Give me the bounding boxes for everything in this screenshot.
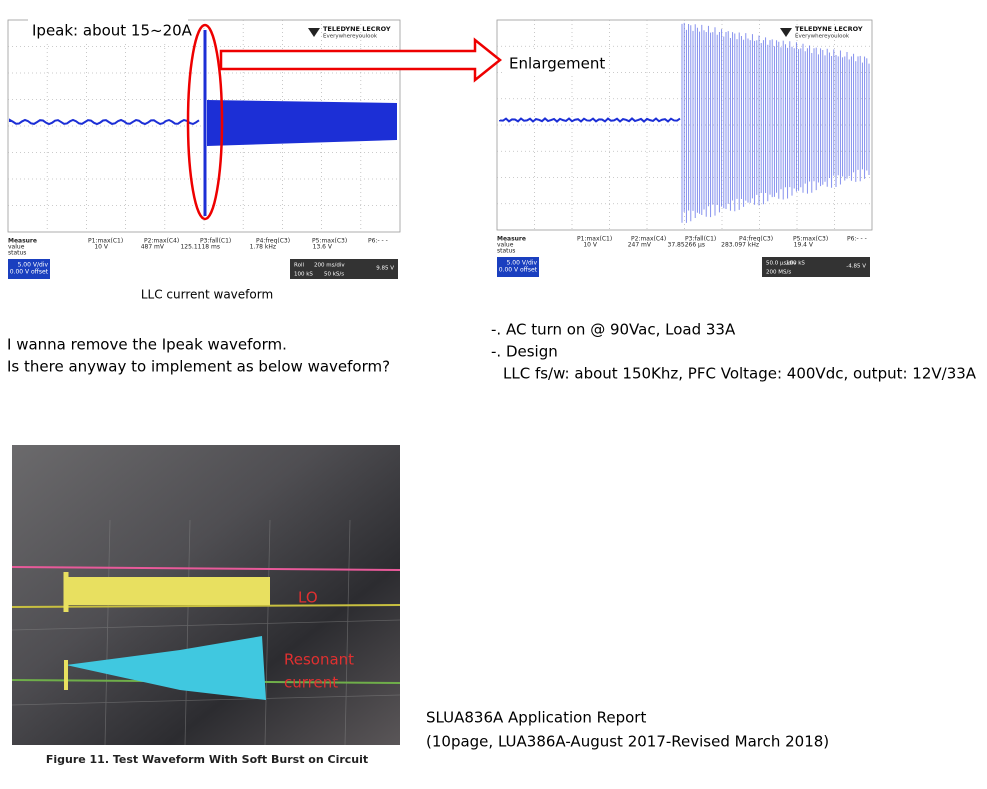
param: P6:- - -	[847, 236, 867, 243]
trace	[11, 604, 401, 608]
channel: 5.00 V/div	[507, 260, 538, 267]
trigger: -4.85 V	[846, 264, 866, 270]
question: I wanna remove the Ipeak waveform.	[7, 336, 287, 354]
value: 125.1118 ms	[180, 244, 220, 251]
waveform	[499, 117, 681, 123]
resonant-trace	[66, 636, 266, 700]
param: P4:freq(C3)	[256, 238, 290, 245]
value: 283.097 kHz	[721, 242, 759, 249]
param: P2:max(C4)	[144, 238, 179, 245]
caption: LLC current waveform	[141, 288, 273, 302]
annotation-bg	[505, 52, 605, 74]
channel-box	[8, 259, 50, 279]
annotation: Ipeak: about 15~20A	[32, 22, 193, 40]
value: 10 V	[94, 244, 109, 251]
value: 487 mV	[141, 244, 165, 251]
trace	[11, 566, 401, 571]
timebase: 50 kS/s	[324, 272, 344, 278]
measure-label: Measure	[497, 236, 526, 243]
tagline: Everywhereyoulook	[323, 34, 378, 40]
row-label: status	[497, 248, 515, 255]
trigger: 9.85 V	[376, 266, 394, 272]
param: P6:- - -	[368, 238, 388, 245]
channel: 0.00 V offset	[10, 269, 49, 276]
param: P2:max(C4)	[631, 236, 666, 243]
photo-label: LO	[298, 589, 318, 607]
channel: 0.00 V offset	[499, 267, 538, 274]
value: 37.85266 µs	[668, 242, 705, 249]
timebase: 50.0 µs/div	[766, 261, 797, 267]
timebase: 100 kS	[294, 272, 313, 278]
measure-label: Measure	[8, 238, 37, 245]
timebase: Roll	[294, 263, 304, 269]
param: P5:max(C3)	[793, 236, 828, 243]
value: 1.78 kHz	[250, 244, 276, 251]
param: P3:fall(C1)	[685, 236, 716, 243]
row-label: status	[8, 250, 26, 257]
value: 19.4 V	[794, 242, 814, 249]
photo: LO Resonant current	[11, 445, 401, 746]
param: P4:freq(C3)	[739, 236, 773, 243]
channel: 5.00 V/div	[18, 262, 49, 269]
row-label: value	[8, 244, 25, 251]
arrow	[219, 37, 503, 83]
condition: -. Design	[491, 343, 558, 361]
brand: TELEDYNE LECROY	[323, 25, 391, 33]
highlight-ellipse	[186, 23, 224, 221]
condition: LLC fs/w: about 150Khz, PFC Voltage: 400…	[503, 365, 977, 383]
param: P1:max(C1)	[577, 236, 612, 243]
channel-box	[497, 257, 539, 277]
figure-caption: Figure 11. Test Waveform With Soft Burst…	[46, 753, 368, 766]
condition: -. AC turn on @ 90Vac, Load 33A	[491, 321, 736, 339]
photo-label: current	[284, 674, 338, 692]
annotation: Enlargement	[509, 55, 605, 73]
annotation-bg	[28, 18, 188, 42]
timebase: 200 MS/s	[766, 270, 791, 276]
logo	[308, 28, 320, 37]
waveform-band	[207, 100, 397, 146]
photo-label: Resonant	[284, 651, 354, 669]
timebase-box	[762, 257, 870, 277]
timebase-box	[290, 259, 398, 279]
waveform	[9, 118, 200, 126]
value: 13.6 V	[313, 244, 333, 251]
row-label: value	[497, 242, 514, 249]
param: P5:max(C3)	[312, 238, 347, 245]
param: P3:fall(C1)	[200, 238, 231, 245]
param: P1:max(C1)	[88, 238, 123, 245]
tagline: Everywhereyoulook	[795, 34, 850, 40]
brand: TELEDYNE LECROY	[795, 25, 863, 33]
value: 247 mV	[628, 242, 652, 249]
question: Is there anyway to implement as below wa…	[7, 358, 390, 376]
value: 10 V	[583, 242, 598, 249]
photo-grid	[11, 519, 401, 746]
reference: SLUA836A Application Report	[426, 709, 646, 727]
lo-trace	[66, 577, 270, 605]
logo	[780, 28, 792, 37]
timebase: 100 kS	[786, 261, 805, 267]
reference: (10page, LUA386A-August 2017-Revised Mar…	[426, 733, 829, 751]
timebase: 200 ms/div	[314, 263, 345, 269]
